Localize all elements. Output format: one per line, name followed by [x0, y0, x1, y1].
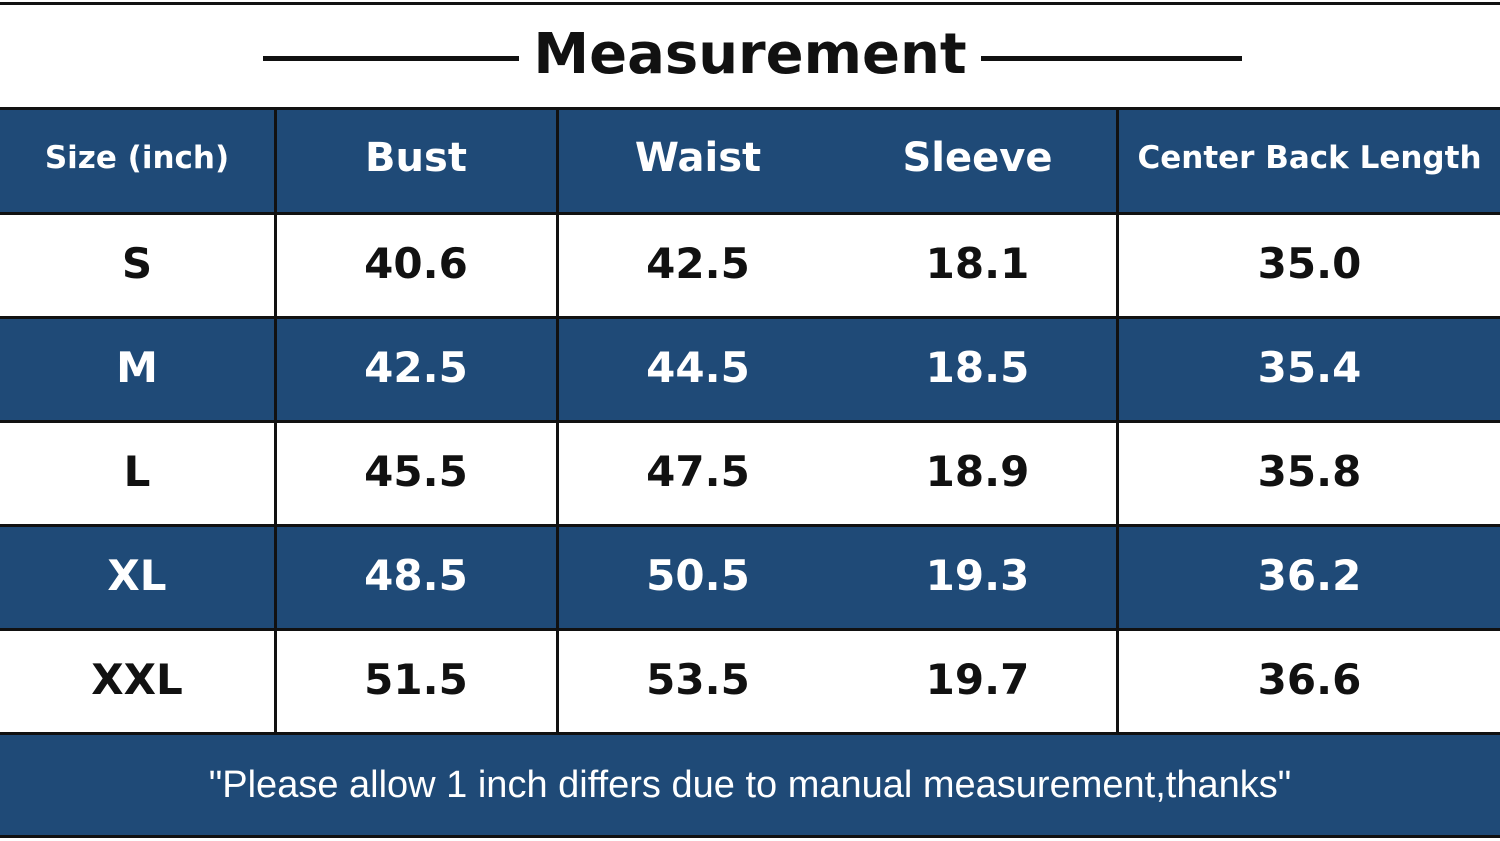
- title: Measurement: [519, 22, 981, 87]
- row-divider: [0, 420, 1500, 423]
- table-cell: 18.9: [925, 446, 1030, 496]
- table-cell: 35.0: [1257, 238, 1362, 288]
- table-cell: 48.5: [364, 550, 468, 600]
- blue-row: [0, 317, 1500, 421]
- title-rule-left: [263, 56, 533, 61]
- table-cell: 19.3: [925, 550, 1030, 600]
- table-cell: 35.4: [1257, 342, 1362, 392]
- note-band: [0, 733, 1500, 836]
- table-cell: 47.5: [646, 446, 750, 496]
- white-row: [0, 629, 1500, 733]
- table-cell: 40.6: [364, 238, 468, 288]
- title-wrap: Measurement: [0, 20, 1500, 90]
- table-cell: 42.5: [646, 238, 750, 288]
- col-divider: [1116, 108, 1119, 733]
- table-cell: 36.6: [1257, 654, 1362, 704]
- top-border: [0, 2, 1500, 5]
- table-cell: 19.7: [925, 654, 1030, 704]
- header-cell: Center Back Length: [1137, 140, 1482, 176]
- col-divider: [274, 108, 277, 733]
- header-cell: Size (inch): [44, 140, 230, 176]
- row-divider: [0, 316, 1500, 319]
- row-divider: [0, 732, 1500, 735]
- table-cell: M: [116, 342, 158, 392]
- table-cell: 53.5: [646, 654, 750, 704]
- table-cell: 35.8: [1257, 446, 1362, 496]
- header-cell: Bust: [365, 135, 467, 181]
- table-cell: 45.5: [364, 446, 468, 496]
- row-divider: [0, 107, 1500, 110]
- white-row: [0, 421, 1500, 525]
- note: "Please allow 1 inch differs due to manu…: [208, 763, 1292, 806]
- header-cell: Waist: [634, 135, 762, 181]
- row-divider: [0, 628, 1500, 631]
- table-cell: 18.5: [925, 342, 1030, 392]
- table-cell: XL: [107, 550, 167, 600]
- bottom-border: [0, 835, 1500, 838]
- row-divider: [0, 524, 1500, 527]
- table-cell: 51.5: [364, 654, 468, 704]
- table-cell: 36.2: [1257, 550, 1362, 600]
- header-cell: Sleeve: [902, 135, 1053, 181]
- table-cell: XXL: [91, 654, 183, 704]
- blue-row: [0, 108, 1500, 213]
- white-row: [0, 213, 1500, 317]
- table-cell: 44.5: [646, 342, 750, 392]
- table-cell: 50.5: [646, 550, 750, 600]
- blue-row: [0, 525, 1500, 629]
- table-cell: S: [121, 238, 153, 288]
- table-cell: L: [123, 446, 151, 496]
- col-divider: [556, 108, 559, 733]
- table-cell: 42.5: [364, 342, 468, 392]
- table-cell: 18.1: [925, 238, 1030, 288]
- row-divider: [0, 212, 1500, 215]
- title-rule-right: [972, 56, 1242, 61]
